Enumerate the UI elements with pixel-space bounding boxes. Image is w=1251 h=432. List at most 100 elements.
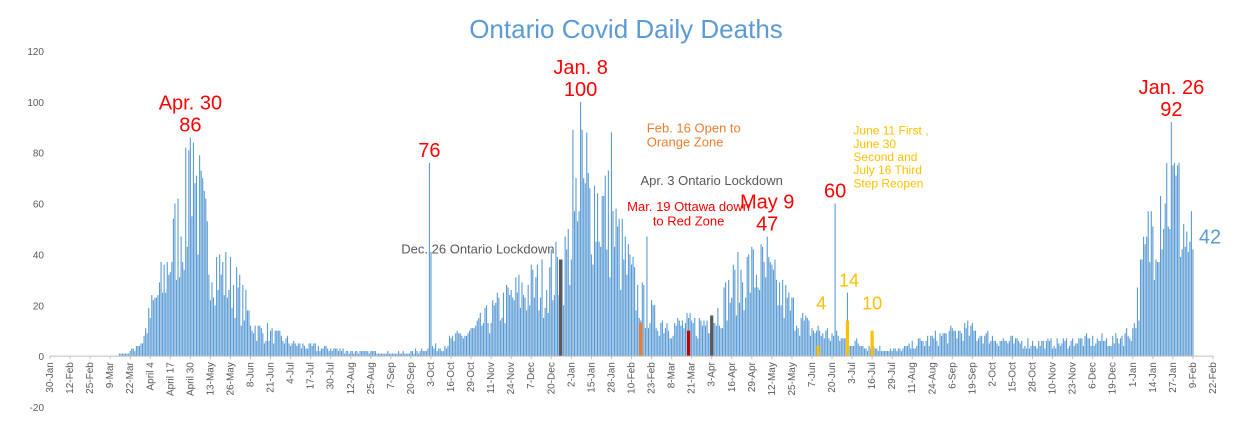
daily-bar <box>809 335 811 357</box>
daily-bar <box>762 246 764 357</box>
daily-bar <box>240 325 242 357</box>
daily-bar <box>322 348 324 357</box>
daily-bar <box>370 351 372 357</box>
daily-bar <box>1158 262 1160 357</box>
daily-bar <box>399 353 401 357</box>
daily-bar <box>726 320 728 357</box>
daily-bar <box>533 297 535 357</box>
daily-bar <box>1104 340 1106 357</box>
daily-bar <box>942 333 944 357</box>
daily-bar <box>1124 333 1126 357</box>
daily-bar <box>1033 345 1035 357</box>
daily-bar <box>896 351 898 357</box>
daily-bar <box>617 226 619 357</box>
daily-bar <box>419 351 421 357</box>
daily-bar <box>717 307 719 357</box>
y-tick-label: 0 <box>38 352 44 363</box>
y-tick-label: 120 <box>27 47 44 58</box>
daily-bar <box>268 340 270 357</box>
daily-bar <box>1036 348 1038 357</box>
daily-bar <box>439 348 441 357</box>
daily-bar <box>507 287 509 357</box>
daily-bar <box>643 284 645 357</box>
daily-bar <box>880 351 882 357</box>
daily-bar <box>1150 211 1152 357</box>
daily-bar <box>812 330 815 357</box>
daily-bar <box>718 325 720 357</box>
daily-bar <box>834 203 836 357</box>
daily-bar <box>1163 229 1165 357</box>
daily-bar <box>300 348 302 357</box>
daily-bar <box>746 256 748 357</box>
daily-bar <box>465 335 468 357</box>
daily-bar <box>664 328 666 357</box>
daily-bar <box>769 262 771 357</box>
daily-bar <box>792 297 795 357</box>
daily-bar <box>655 328 657 357</box>
daily-bar <box>1022 348 1024 357</box>
daily-bar <box>735 315 737 357</box>
daily-bar <box>137 345 139 357</box>
daily-bar <box>492 300 494 357</box>
daily-bar <box>202 178 204 357</box>
daily-bar <box>714 323 716 357</box>
daily-bar <box>911 340 913 357</box>
daily-bar <box>624 236 626 357</box>
daily-bar <box>786 297 788 357</box>
daily-bar <box>1065 338 1068 357</box>
daily-bar <box>1189 241 1191 357</box>
daily-bar <box>765 277 767 357</box>
daily-bar <box>384 353 386 357</box>
daily-bar <box>979 335 981 357</box>
daily-bar <box>874 348 876 357</box>
daily-bar <box>381 353 383 357</box>
daily-bar <box>1050 338 1052 357</box>
daily-bar <box>1059 345 1061 357</box>
daily-bar <box>576 221 579 357</box>
daily-bar <box>461 335 463 357</box>
daily-bar <box>522 295 525 357</box>
daily-bar <box>143 335 145 357</box>
daily-bar <box>501 318 503 357</box>
daily-bar <box>742 282 744 357</box>
daily-bar <box>504 323 506 357</box>
daily-bar <box>1038 340 1040 357</box>
daily-bar <box>444 345 446 357</box>
daily-bar <box>962 340 964 357</box>
daily-bar <box>1027 338 1029 357</box>
daily-bar <box>581 129 583 357</box>
daily-bar <box>913 348 915 357</box>
daily-bar <box>388 353 390 357</box>
daily-bar <box>165 292 167 357</box>
x-tick-label: 29-Oct <box>466 362 477 392</box>
daily-bar <box>1090 345 1092 357</box>
daily-bar <box>563 305 565 357</box>
annotation-label: 14 <box>839 271 859 291</box>
annotation-label: Dec. 26 Ontario Lockdown <box>401 242 554 257</box>
daily-bar <box>1024 345 1026 357</box>
daily-bar <box>141 343 144 357</box>
daily-bar <box>1008 340 1010 357</box>
daily-bar <box>1113 343 1115 357</box>
daily-bar <box>691 320 693 357</box>
annotation-line: Second and <box>853 150 917 164</box>
daily-bar <box>243 320 245 357</box>
daily-bar <box>589 188 591 357</box>
daily-bar <box>930 335 932 357</box>
daily-bar <box>160 262 162 357</box>
daily-bar <box>987 330 989 357</box>
daily-bar <box>361 351 363 357</box>
x-tick-label: 29-Jul <box>887 362 898 389</box>
daily-bar <box>331 351 333 357</box>
daily-bar <box>853 345 855 357</box>
daily-bar <box>427 348 429 357</box>
daily-bar <box>891 351 893 357</box>
daily-bar <box>569 284 571 357</box>
daily-bar <box>519 307 521 357</box>
daily-bar <box>842 338 844 357</box>
annotation-line: Jan. 8 <box>553 57 607 79</box>
daily-bar <box>260 328 262 357</box>
daily-bar <box>470 328 472 357</box>
daily-bar <box>359 351 361 357</box>
daily-bar <box>903 345 906 357</box>
